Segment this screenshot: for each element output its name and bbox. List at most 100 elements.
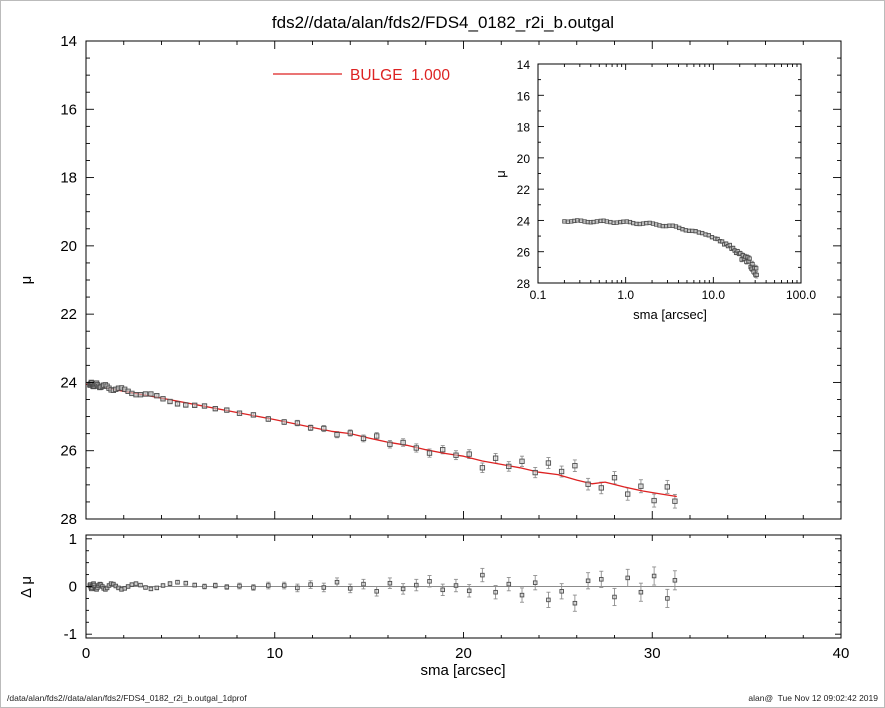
- data-point: [192, 402, 198, 408]
- residual-point: [321, 585, 327, 590]
- data-point: [625, 491, 631, 497]
- residual-point: [334, 579, 340, 585]
- data-point: [183, 402, 189, 408]
- data-point: [374, 433, 380, 439]
- y-tick-label: 18: [60, 170, 77, 187]
- residual-point: [585, 578, 591, 584]
- residual-point: [453, 583, 459, 588]
- inset-x-axis-label: sma [arcsec]: [633, 307, 707, 322]
- residual-point: [559, 589, 564, 594]
- data-point: [572, 463, 578, 469]
- y-tick-label: 16: [517, 89, 531, 103]
- data-point: [413, 445, 419, 451]
- residual-point: [138, 582, 143, 588]
- residual-point: [154, 585, 160, 591]
- data-point: [281, 419, 287, 425]
- y-tick-label: 28: [517, 277, 531, 291]
- y-tick-label: 22: [517, 183, 531, 197]
- y-tick-label: 26: [517, 246, 531, 260]
- y-tick-label: 14: [60, 33, 77, 50]
- inset-data-point: [575, 218, 580, 223]
- y-tick-label: 20: [517, 152, 531, 166]
- residual-point: [143, 585, 148, 590]
- data-point: [154, 393, 160, 399]
- data-point: [387, 441, 393, 447]
- residual-point: [281, 583, 287, 588]
- residual-point: [374, 589, 379, 594]
- y-tick-label: 22: [60, 306, 77, 323]
- x-tick-label: 40: [833, 645, 850, 662]
- x-tick-label: 1.0: [617, 288, 634, 302]
- residual-point: [414, 582, 419, 588]
- residual-point: [160, 583, 166, 588]
- residual-point: [387, 580, 393, 586]
- legend-label: BULGE 1.000: [350, 67, 450, 84]
- data-point: [160, 396, 166, 402]
- residual-point: [440, 587, 445, 593]
- residual-point: [308, 582, 313, 587]
- data-point: [400, 439, 406, 446]
- inset-y-axis-label: μ: [493, 170, 508, 178]
- data-point: [133, 392, 139, 398]
- data-point: [519, 458, 525, 464]
- data-point: [201, 403, 208, 409]
- data-point: [321, 425, 327, 432]
- residual-point: [480, 572, 485, 578]
- residual-point: [224, 584, 230, 590]
- x-tick-label: 10: [266, 645, 283, 662]
- residual-point: [506, 581, 512, 587]
- data-point: [664, 484, 670, 490]
- residual-point: [295, 585, 300, 591]
- footer-right-stamp: alan@ Tue Nov 12 09:02:42 2019: [748, 693, 878, 703]
- data-point: [558, 468, 565, 475]
- data-point: [651, 497, 657, 504]
- residual-point: [129, 582, 135, 587]
- residual-point: [665, 596, 670, 601]
- y-tick-label: 28: [60, 511, 77, 528]
- y-tick-label: 16: [60, 101, 77, 118]
- data-point: [426, 450, 433, 456]
- inset-data-point: [644, 220, 649, 226]
- residual-point: [466, 588, 472, 594]
- x-tick-label: 10.0: [702, 288, 726, 302]
- data-point: [212, 406, 218, 412]
- inset-data-point: [747, 256, 752, 261]
- inset-data-point: [614, 220, 619, 225]
- residual-point: [427, 579, 432, 584]
- y-tick-label: 24: [60, 374, 77, 391]
- inset-data-point: [754, 266, 759, 271]
- y-tick-label: 1: [69, 531, 77, 548]
- residual-point: [546, 597, 551, 603]
- y-tick-label: -1: [64, 626, 77, 643]
- x-tick-label: 20: [455, 645, 472, 662]
- inset-data-point: [621, 219, 626, 224]
- residual-point: [251, 585, 256, 590]
- residual-point: [532, 580, 538, 585]
- residual-point: [202, 584, 207, 589]
- residual-panel: 0 10 20 30 40 -1 0 1: [64, 531, 850, 662]
- inset-data-point: [604, 219, 609, 224]
- data-point: [148, 391, 154, 397]
- data-point: [137, 392, 144, 398]
- data-point: [638, 483, 644, 489]
- main-y-axis-label: μ: [18, 276, 35, 285]
- inset-data-point: [750, 261, 755, 267]
- residual-point: [599, 577, 604, 582]
- data-point: [236, 410, 243, 416]
- residual-point: [400, 586, 406, 592]
- data-point: [440, 447, 446, 453]
- data-point: [492, 455, 499, 461]
- x-axis-label: sma [arcsec]: [420, 662, 505, 679]
- data-point: [294, 420, 301, 426]
- residual-point: [237, 583, 242, 589]
- data-point: [585, 481, 591, 487]
- data-point: [334, 432, 340, 438]
- footer-left-path: /data/alan/fds2//data/alan/fds2/FDS4_018…: [7, 693, 247, 703]
- y-tick-label: 24: [517, 214, 531, 228]
- residual-point: [638, 589, 644, 595]
- y-tick-label: 14: [517, 58, 531, 72]
- inset-data-point: [754, 272, 759, 278]
- data-point: [532, 469, 538, 476]
